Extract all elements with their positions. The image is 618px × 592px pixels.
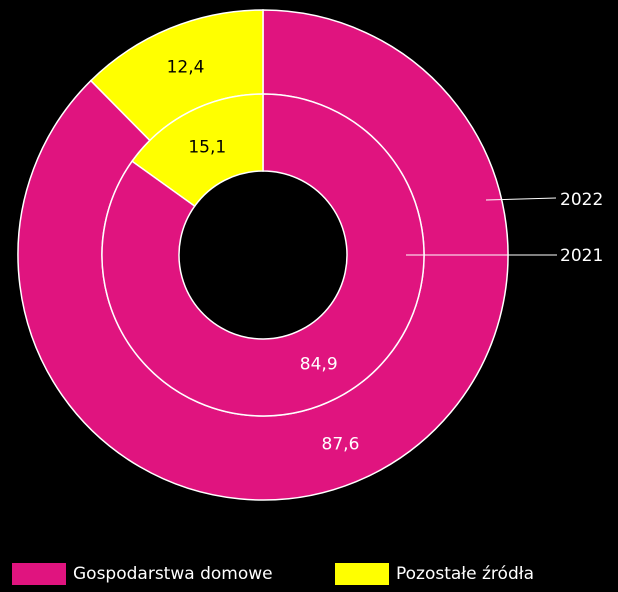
data-label-2022-pozostale: 12,4 [167, 57, 205, 77]
data-label-2021-pozostale: 15,1 [188, 137, 226, 157]
legend-item-gospodarstwa: Gospodarstwa domowe [12, 563, 273, 585]
data-label-2021-gospodarstwa: 84,9 [300, 355, 338, 375]
inner-ring-2021 [101, 93, 425, 417]
slice-2021-pozostale [131, 93, 264, 208]
series-label-2021: 2021 [560, 246, 603, 266]
slice-2021-gospodarstwa [101, 93, 425, 417]
legend-label-pozostale: Pozostałe źródła [396, 564, 534, 584]
legend-item-pozostale: Pozostałe źródła [335, 563, 534, 585]
slice-labels: 87,6 12,4 84,9 15,1 [167, 57, 360, 454]
legend-swatch-pozostale [335, 563, 389, 585]
series-label-2022: 2022 [560, 190, 603, 210]
leader-line-2022 [485, 197, 557, 201]
legend-swatch-gospodarstwa [12, 563, 66, 585]
legend-label-gospodarstwa: Gospodarstwa domowe [73, 564, 273, 584]
data-label-2022-gospodarstwa: 87,6 [322, 435, 360, 455]
